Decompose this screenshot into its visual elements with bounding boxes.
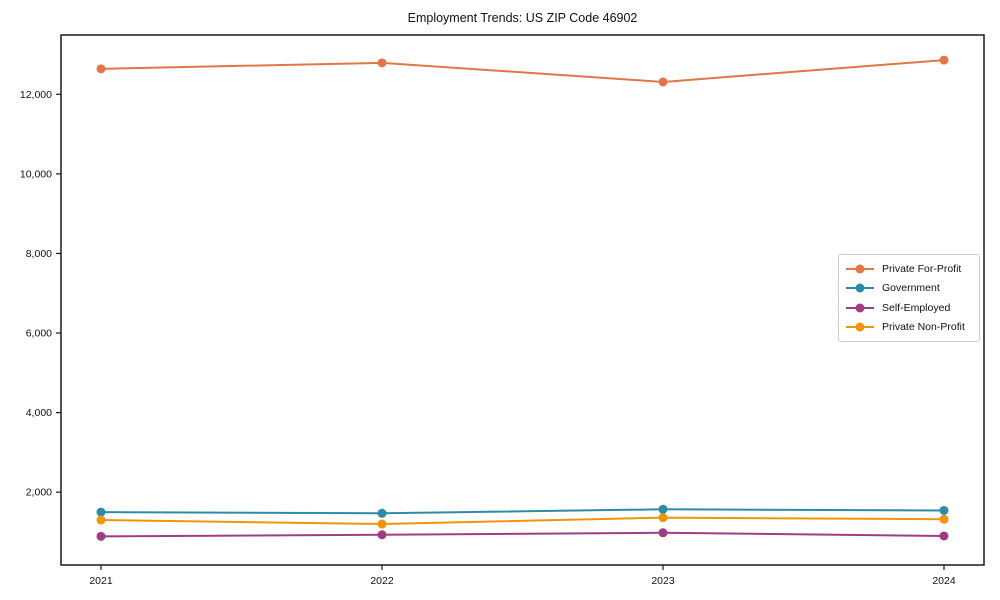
legend-item-private-for-profit: Private For-Profit [845, 259, 973, 279]
data-point-private-for-profit [939, 55, 949, 65]
y-tick-label: 8,000 [26, 248, 52, 260]
x-tick-label: 2022 [370, 575, 394, 587]
plot-frame [60, 34, 985, 566]
data-point-self-employed [96, 531, 106, 541]
y-tick-label: 12,000 [20, 89, 52, 101]
chart-title: Employment Trends: US ZIP Code 46902 [407, 11, 638, 25]
data-point-private-for-profit [96, 64, 106, 74]
data-point-government [377, 508, 387, 518]
legend-marker-icon [846, 264, 874, 274]
data-point-private-non-profit [96, 515, 106, 525]
chart-legend: Private For-Profit Government Self-Employe… [838, 254, 980, 342]
data-point-self-employed [658, 528, 668, 538]
legend-marker-icon [846, 322, 874, 332]
data-point-private-non-profit [939, 514, 949, 524]
legend-item-private-non-profit: Private Non-Profit [845, 318, 973, 338]
data-point-government [96, 507, 106, 517]
legend-label: Private For-Profit [882, 262, 962, 275]
data-point-private-for-profit [377, 58, 387, 68]
data-point-self-employed [939, 531, 949, 541]
y-tick-label: 6,000 [26, 328, 52, 340]
series-line-private-non-profit [100, 516, 945, 526]
series-line-private-for-profit [100, 59, 945, 83]
legend-item-self-employed: Self-Employed [845, 298, 973, 318]
data-point-private-non-profit [658, 513, 668, 523]
series-line-government [100, 508, 945, 515]
data-point-government [939, 505, 949, 515]
legend-marker-icon [846, 283, 874, 293]
y-tick-label: 4,000 [26, 407, 52, 419]
data-point-self-employed [377, 530, 387, 540]
legend-label: Private Non-Profit [882, 321, 965, 334]
y-tick-label: 10,000 [20, 168, 52, 180]
data-point-private-for-profit [658, 77, 668, 87]
legend-item-government: Government [845, 279, 973, 299]
data-point-government [658, 504, 668, 514]
legend-marker-icon [846, 303, 874, 313]
data-point-private-non-profit [377, 519, 387, 529]
x-tick-label: 2023 [651, 575, 675, 587]
legend-label: Self-Employed [882, 301, 951, 314]
x-tick-label: 2024 [932, 575, 956, 587]
x-tick-label: 2021 [89, 575, 113, 587]
y-tick-label: 2,000 [26, 487, 52, 499]
legend-label: Government [882, 282, 940, 295]
series-line-self-employed [100, 531, 945, 538]
